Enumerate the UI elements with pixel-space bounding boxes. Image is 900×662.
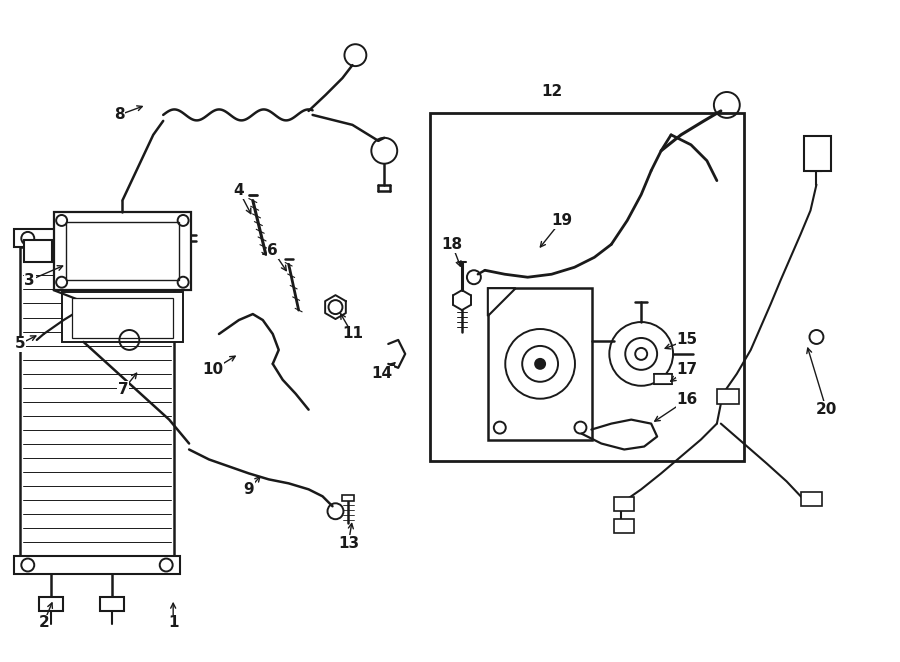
Text: 2: 2 [39,615,50,630]
Text: 3: 3 [24,273,35,288]
Bar [54,213,191,290]
Text: 18: 18 [441,237,463,252]
Text: 12: 12 [541,83,562,99]
Bar [430,113,743,461]
Bar [61,292,183,342]
Bar [488,288,592,440]
Text: 1: 1 [168,615,178,630]
Bar [66,222,179,280]
Bar [654,374,672,384]
Text: 5: 5 [14,336,25,352]
Polygon shape [488,288,516,316]
Bar [101,597,124,611]
Bar [615,497,634,511]
Bar [14,556,180,574]
Text: 20: 20 [815,402,837,417]
Bar [800,493,823,506]
Text: 8: 8 [114,107,125,122]
Bar [72,298,173,338]
Text: 14: 14 [372,366,392,381]
Bar [804,136,832,171]
Text: 6: 6 [267,243,278,258]
Text: 7: 7 [118,382,129,397]
Bar [20,248,175,556]
Text: 11: 11 [342,326,363,342]
Text: 4: 4 [234,183,244,198]
Text: 9: 9 [244,482,254,497]
Bar [23,240,51,262]
Bar [615,519,634,533]
Bar [343,495,355,501]
Text: 13: 13 [338,536,359,551]
Text: 16: 16 [677,392,698,407]
Circle shape [536,359,545,369]
Bar [717,389,739,404]
Text: 17: 17 [677,362,698,377]
Bar [14,230,180,248]
Text: 15: 15 [677,332,698,348]
Text: 10: 10 [202,362,223,377]
Text: 19: 19 [551,213,572,228]
Bar [39,597,63,611]
